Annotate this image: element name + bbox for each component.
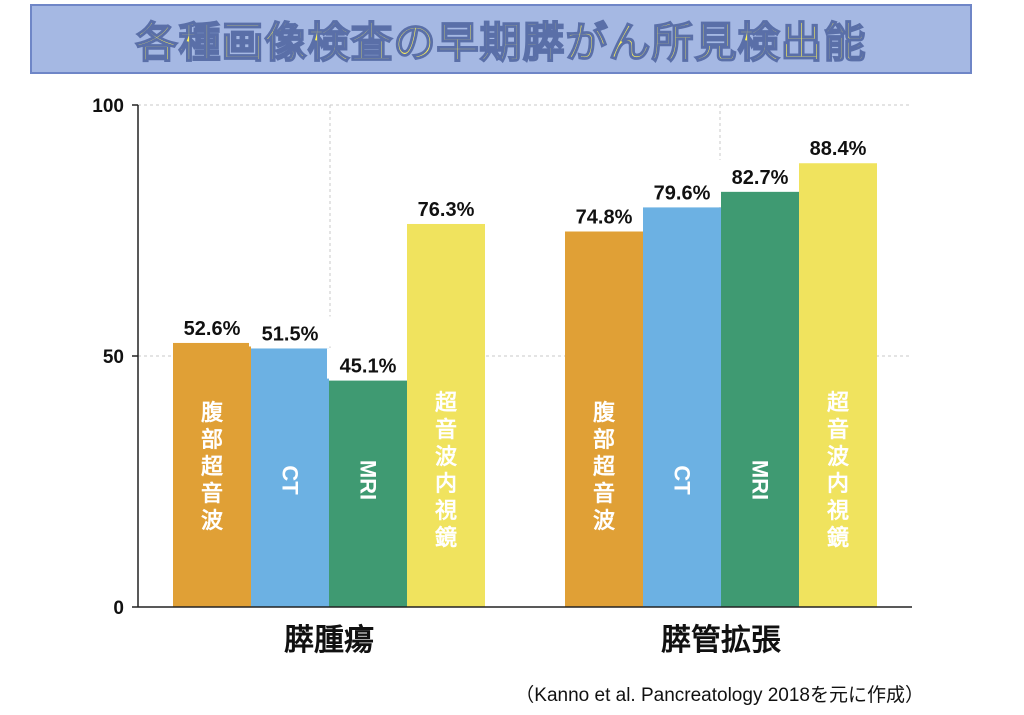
value-label-bg xyxy=(327,348,409,379)
bar xyxy=(565,231,643,607)
bar xyxy=(799,163,877,607)
value-label: 82.7% xyxy=(732,167,789,189)
title-banner: 各種画像検査の早期膵がん所見検出能 xyxy=(30,4,972,74)
bar-series-label: 超音波内視鏡 xyxy=(435,391,458,551)
y-tick-label: 100 xyxy=(92,96,124,117)
value-label-bg xyxy=(563,199,645,230)
x-category-label: 膵管拡張 xyxy=(661,623,781,658)
bar xyxy=(643,207,721,607)
chart-title: 各種画像検査の早期膵がん所見検出能 xyxy=(135,17,867,68)
bar xyxy=(173,342,251,607)
x-category-label: 膵腫瘍 xyxy=(284,623,374,658)
bar-series-label: MRI xyxy=(356,460,381,500)
value-label-bg xyxy=(249,316,331,347)
value-label-bg xyxy=(641,175,723,206)
value-label: 52.6% xyxy=(184,318,241,340)
y-tick-label: 50 xyxy=(103,347,124,368)
citation: （Kanno et al. Pancreatology 2018を元に作成） xyxy=(515,685,924,706)
bar-series-label: CT xyxy=(670,465,695,495)
bar-series-label: CT xyxy=(278,465,303,495)
value-label-bg xyxy=(405,191,487,222)
y-tick-label: 0 xyxy=(113,598,124,619)
bar-series-label: 超音波内視鏡 xyxy=(827,391,850,551)
bar xyxy=(407,223,485,607)
bar-series-label: 腹部超音波 xyxy=(201,400,224,534)
value-label: 45.1% xyxy=(340,356,397,378)
bar xyxy=(721,191,799,607)
value-label-bg xyxy=(719,159,801,190)
bar-series-label: 腹部超音波 xyxy=(593,400,616,534)
value-label-bg xyxy=(797,131,879,162)
value-label-bg xyxy=(171,310,253,341)
value-label: 88.4% xyxy=(810,138,867,160)
bar-series-label: MRI xyxy=(748,460,773,500)
bar xyxy=(251,348,329,607)
value-label: 76.3% xyxy=(418,199,475,221)
bar xyxy=(329,380,407,607)
value-label: 79.6% xyxy=(654,182,711,204)
value-label: 74.8% xyxy=(576,207,633,229)
value-label: 51.5% xyxy=(262,323,319,345)
